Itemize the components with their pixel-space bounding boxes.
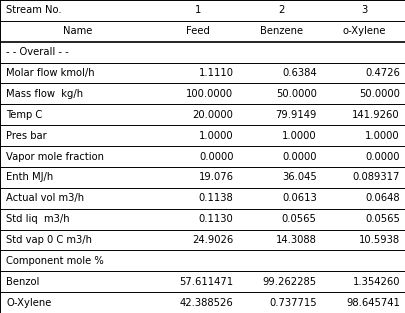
Text: 0.1138: 0.1138	[198, 193, 233, 203]
Text: Stream No.: Stream No.	[6, 5, 62, 15]
Text: 98.645741: 98.645741	[345, 298, 399, 308]
Text: 0.0613: 0.0613	[281, 193, 316, 203]
Text: Benzol: Benzol	[6, 277, 39, 287]
Text: 1.354260: 1.354260	[352, 277, 399, 287]
Text: O-Xylene: O-Xylene	[6, 298, 51, 308]
Text: 1.0000: 1.0000	[364, 131, 399, 141]
Text: 0.0000: 0.0000	[281, 151, 316, 162]
Text: 141.9260: 141.9260	[352, 110, 399, 120]
Text: 20.0000: 20.0000	[192, 110, 233, 120]
Text: 50.0000: 50.0000	[275, 89, 316, 99]
Text: 1: 1	[194, 5, 200, 15]
Text: 0.4726: 0.4726	[364, 68, 399, 78]
Text: 0.737715: 0.737715	[269, 298, 316, 308]
Text: Std liq  m3/h: Std liq m3/h	[6, 214, 70, 224]
Text: 36.045: 36.045	[281, 172, 316, 182]
Text: Molar flow kmol/h: Molar flow kmol/h	[6, 68, 94, 78]
Text: Benzene: Benzene	[259, 26, 302, 36]
Text: - - Overall - -: - - Overall - -	[6, 47, 69, 57]
Text: Mass flow  kg/h: Mass flow kg/h	[6, 89, 83, 99]
Text: Component mole %: Component mole %	[6, 256, 104, 266]
Text: 0.0565: 0.0565	[281, 214, 316, 224]
Text: 3: 3	[360, 5, 367, 15]
Text: Vapor mole fraction: Vapor mole fraction	[6, 151, 104, 162]
Text: 0.0565: 0.0565	[364, 214, 399, 224]
Text: 1.1110: 1.1110	[198, 68, 233, 78]
Text: 57.611471: 57.611471	[179, 277, 233, 287]
Text: 42.388526: 42.388526	[179, 298, 233, 308]
Text: Actual vol m3/h: Actual vol m3/h	[6, 193, 84, 203]
Text: Feed: Feed	[185, 26, 209, 36]
Text: 24.9026: 24.9026	[192, 235, 233, 245]
Text: 14.3088: 14.3088	[275, 235, 316, 245]
Text: 19.076: 19.076	[198, 172, 233, 182]
Text: Enth MJ/h: Enth MJ/h	[6, 172, 53, 182]
Text: 0.1130: 0.1130	[198, 214, 233, 224]
Text: 0.0000: 0.0000	[364, 151, 399, 162]
Text: 10.5938: 10.5938	[358, 235, 399, 245]
Text: 0.0000: 0.0000	[198, 151, 233, 162]
Text: Std vap 0 C m3/h: Std vap 0 C m3/h	[6, 235, 92, 245]
Text: o-Xylene: o-Xylene	[342, 26, 385, 36]
Text: 2: 2	[277, 5, 284, 15]
Text: 1.0000: 1.0000	[198, 131, 233, 141]
Text: Temp C: Temp C	[6, 110, 42, 120]
Text: Name: Name	[63, 26, 93, 36]
Text: 79.9149: 79.9149	[275, 110, 316, 120]
Text: 1.0000: 1.0000	[281, 131, 316, 141]
Text: Pres bar: Pres bar	[6, 131, 47, 141]
Text: 50.0000: 50.0000	[358, 89, 399, 99]
Text: 0.089317: 0.089317	[352, 172, 399, 182]
Text: 0.0648: 0.0648	[364, 193, 399, 203]
Text: 0.6384: 0.6384	[281, 68, 316, 78]
Text: 100.0000: 100.0000	[186, 89, 233, 99]
Text: 99.262285: 99.262285	[262, 277, 316, 287]
